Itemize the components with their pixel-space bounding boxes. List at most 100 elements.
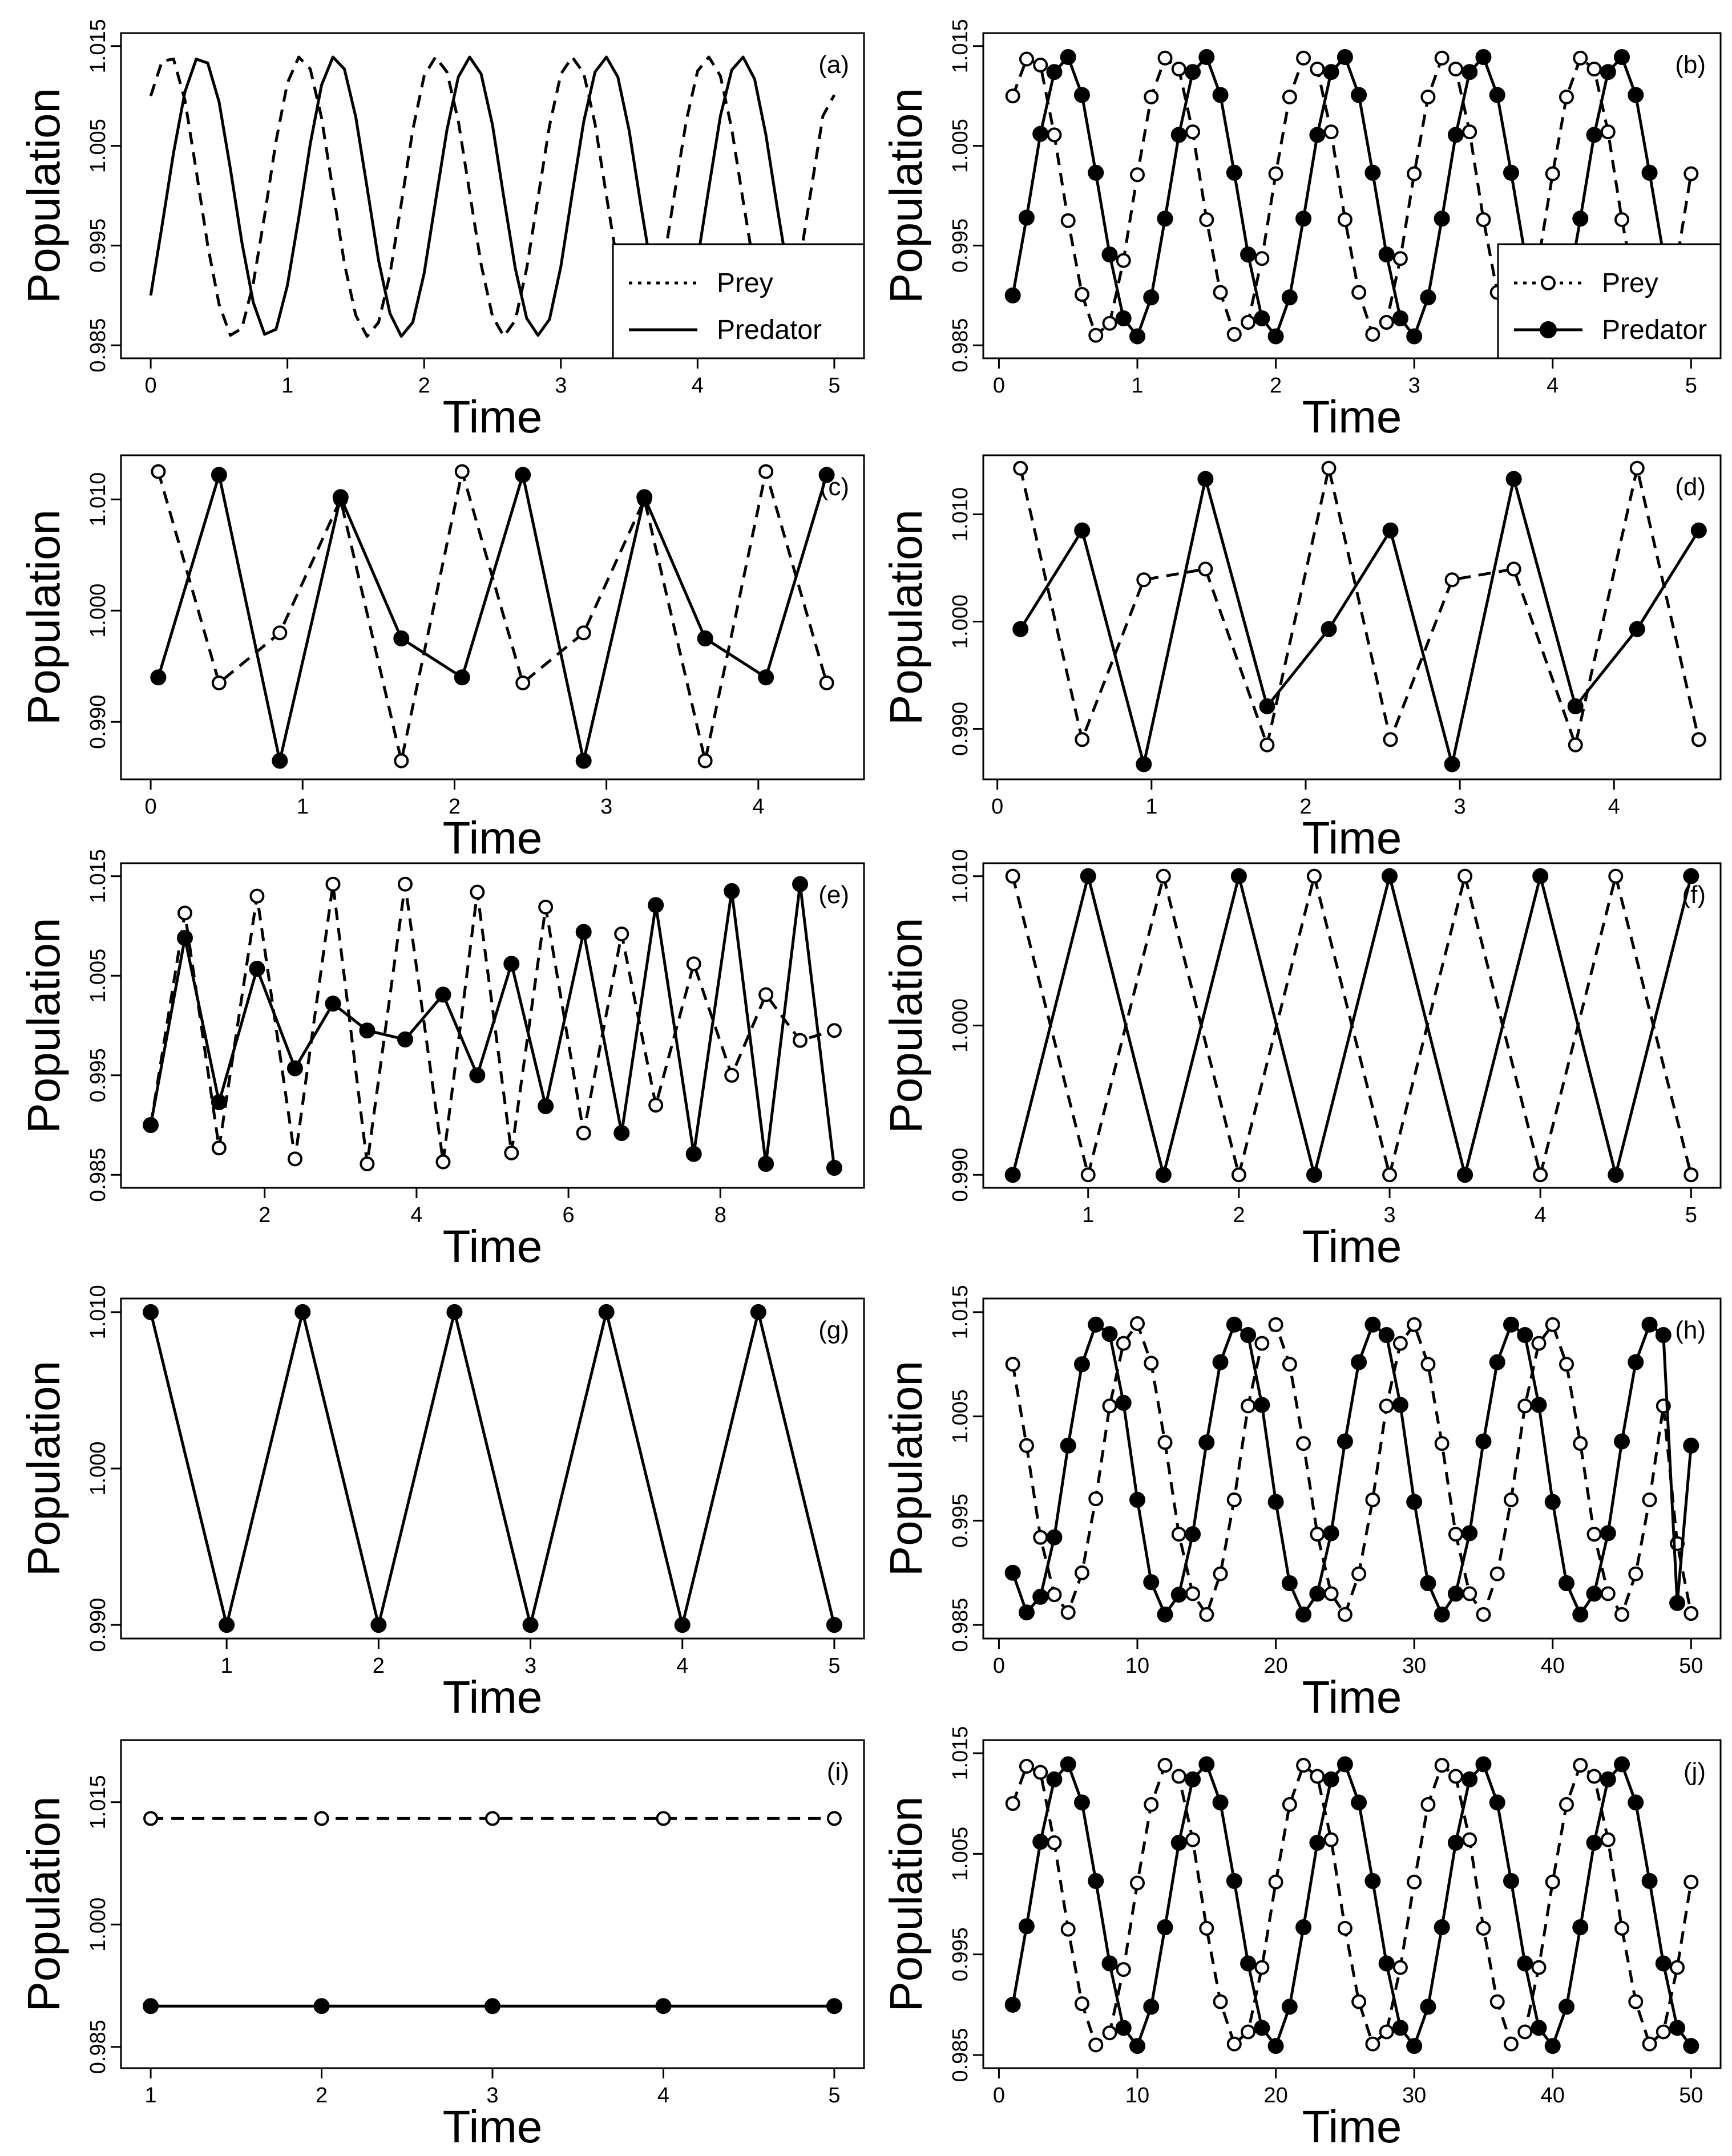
- data-point: [1382, 522, 1399, 539]
- data-point: [1351, 87, 1367, 103]
- data-point: [1004, 287, 1021, 304]
- data-point: [1047, 127, 1062, 143]
- data-point: [1198, 1434, 1215, 1451]
- x-tick-label: 3: [1408, 374, 1420, 398]
- data-point: [143, 1304, 159, 1320]
- data-point: [1683, 1606, 1699, 1621]
- data-point: [1060, 49, 1076, 66]
- data-point: [1143, 1574, 1160, 1591]
- x-tick-label: 2: [1233, 1203, 1245, 1227]
- data-point: [1259, 698, 1275, 715]
- data-point: [818, 467, 835, 483]
- data-point: [1157, 1606, 1173, 1623]
- y-tick-label: 1.015: [86, 1775, 110, 1829]
- data-point: [1476, 1920, 1491, 1936]
- data-point: [1144, 1356, 1159, 1371]
- data-point: [1690, 522, 1707, 539]
- data-point: [1629, 621, 1645, 637]
- data-point: [287, 1151, 302, 1167]
- y-tick-label: 0.990: [948, 702, 972, 756]
- x-tick-label: 1: [1145, 795, 1157, 819]
- x-tick-label: 40: [1541, 2084, 1565, 2108]
- data-point: [325, 996, 341, 1012]
- data-point: [1033, 1765, 1048, 1780]
- x-axis-title: Time: [1302, 1672, 1402, 1722]
- data-point: [1365, 1492, 1380, 1507]
- data-point: [1241, 314, 1256, 330]
- series-prey: [143, 1811, 842, 1826]
- data-point: [1281, 289, 1298, 306]
- data-point: [1475, 1756, 1492, 1773]
- data-point: [1032, 1834, 1049, 1850]
- data-point: [1572, 1606, 1589, 1623]
- data-point: [1254, 1336, 1270, 1351]
- data-point: [1392, 1336, 1408, 1351]
- data-point: [286, 1060, 303, 1077]
- data-point: [1351, 1794, 1367, 1811]
- y-tick-label: 1.015: [86, 849, 110, 903]
- data-point: [1032, 1588, 1049, 1605]
- data-point: [1019, 1758, 1034, 1774]
- panel-label: (d): [1675, 473, 1706, 501]
- data-point: [1268, 166, 1283, 181]
- data-point: [1392, 310, 1408, 327]
- data-point: [1337, 1607, 1353, 1622]
- data-point: [1199, 1607, 1214, 1622]
- data-point: [1004, 1996, 1021, 2013]
- data-point: [686, 956, 701, 972]
- data-point: [1212, 1794, 1229, 1811]
- series-prey: [1005, 1316, 1699, 1622]
- data-point: [1614, 49, 1630, 66]
- data-point: [1116, 1336, 1131, 1351]
- data-point: [1506, 561, 1521, 577]
- data-point: [1558, 1575, 1574, 1592]
- series-prey: [1005, 1758, 1699, 2053]
- data-point: [1281, 1999, 1298, 2015]
- data-point: [1013, 460, 1028, 476]
- data-point: [1572, 211, 1589, 227]
- data-point: [1241, 2024, 1256, 2040]
- data-point: [1337, 212, 1353, 227]
- data-point: [1323, 1832, 1339, 1847]
- series-line: [149, 55, 836, 338]
- data-point: [1448, 1769, 1463, 1784]
- data-point: [1088, 327, 1104, 343]
- plot-frame: [982, 1297, 1722, 1640]
- x-tick-label: 5: [828, 1654, 840, 1678]
- data-point: [1691, 732, 1706, 747]
- y-tick-label: 0.985: [86, 1148, 110, 1202]
- data-point: [177, 905, 192, 921]
- data-point: [575, 753, 592, 769]
- data-point: [1295, 211, 1312, 227]
- data-point: [1365, 2036, 1380, 2052]
- data-point: [1012, 621, 1029, 637]
- data-point: [1129, 328, 1146, 345]
- x-axis-title: Time: [1302, 2101, 1402, 2152]
- data-point: [1282, 1797, 1297, 1812]
- x-tick-label: 5: [1685, 1203, 1697, 1227]
- data-point: [674, 1617, 691, 1633]
- data-point: [1392, 1397, 1408, 1413]
- data-point: [1080, 868, 1096, 884]
- data-point: [1171, 62, 1186, 77]
- x-tick-label: 8: [714, 1203, 726, 1227]
- plot-frame: [982, 454, 1722, 780]
- data-point: [1489, 87, 1505, 103]
- panel-d: 0 1 2 3 4 0.990 1.000 1.010 Time Population (d): [881, 454, 1722, 863]
- data-point: [1310, 62, 1325, 77]
- x-tick-label: 4: [1535, 1203, 1547, 1227]
- x-axis-title: Time: [443, 1221, 543, 1272]
- data-point: [1226, 2036, 1242, 2052]
- data-point: [758, 464, 774, 479]
- data-point: [1669, 2020, 1686, 2036]
- x-tick-label: 1: [145, 2084, 157, 2108]
- data-point: [1378, 1327, 1395, 1344]
- data-point: [1226, 164, 1242, 181]
- data-point: [1073, 87, 1090, 103]
- x-tick-label: 5: [828, 2084, 840, 2108]
- panel-i: 1 2 3 4 5 0.985 1.000 1.015 Time Population (i): [18, 1739, 865, 2152]
- y-axis-title: Population: [18, 1361, 69, 1576]
- legend-marker: [1541, 276, 1556, 290]
- data-point: [1462, 1586, 1477, 1601]
